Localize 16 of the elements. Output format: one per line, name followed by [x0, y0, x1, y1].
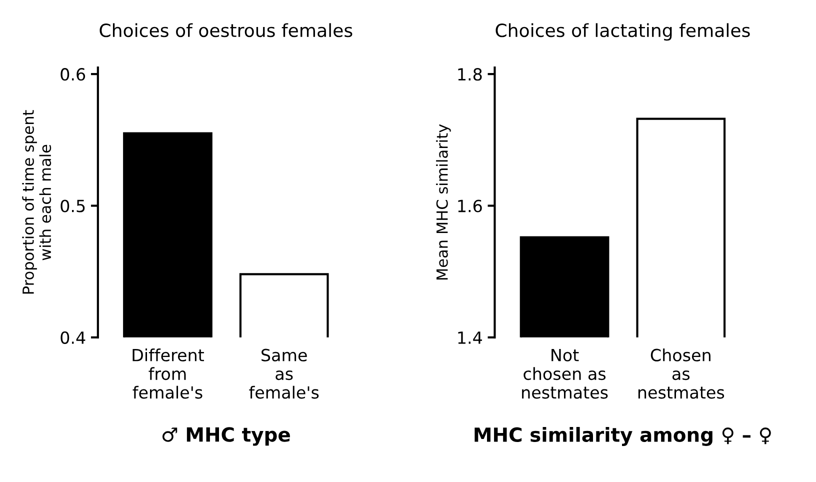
y-axis-title: Mean MHC similarity [436, 124, 451, 280]
y-tick-label: 1.4 [458, 332, 482, 344]
x-axis-title: ♂ MHC type [162, 427, 290, 446]
x-tick-label: Chosen as nestmates [638, 348, 724, 399]
y-axis-title: Proportion of time spent with each male [22, 110, 52, 294]
x-tick-label: Different from female's [132, 348, 204, 399]
chart-title: Choices of lactating females [496, 23, 750, 41]
x-axis-title: MHC similarity among ♀ – ♀ [474, 426, 771, 446]
y-tick-label: 1.8 [458, 68, 482, 81]
y-tick-label: 0.6 [60, 68, 86, 81]
chart-title: Choices of oestrous females [100, 23, 352, 38]
x-tick-label: Same as female's [249, 348, 319, 399]
y-tick-label: 0.5 [60, 200, 85, 212]
x-tick-label: Not chosen as nestmates [522, 349, 608, 399]
y-tick-label: 1.6 [458, 200, 482, 212]
y-tick-label: 0.4 [60, 331, 86, 344]
